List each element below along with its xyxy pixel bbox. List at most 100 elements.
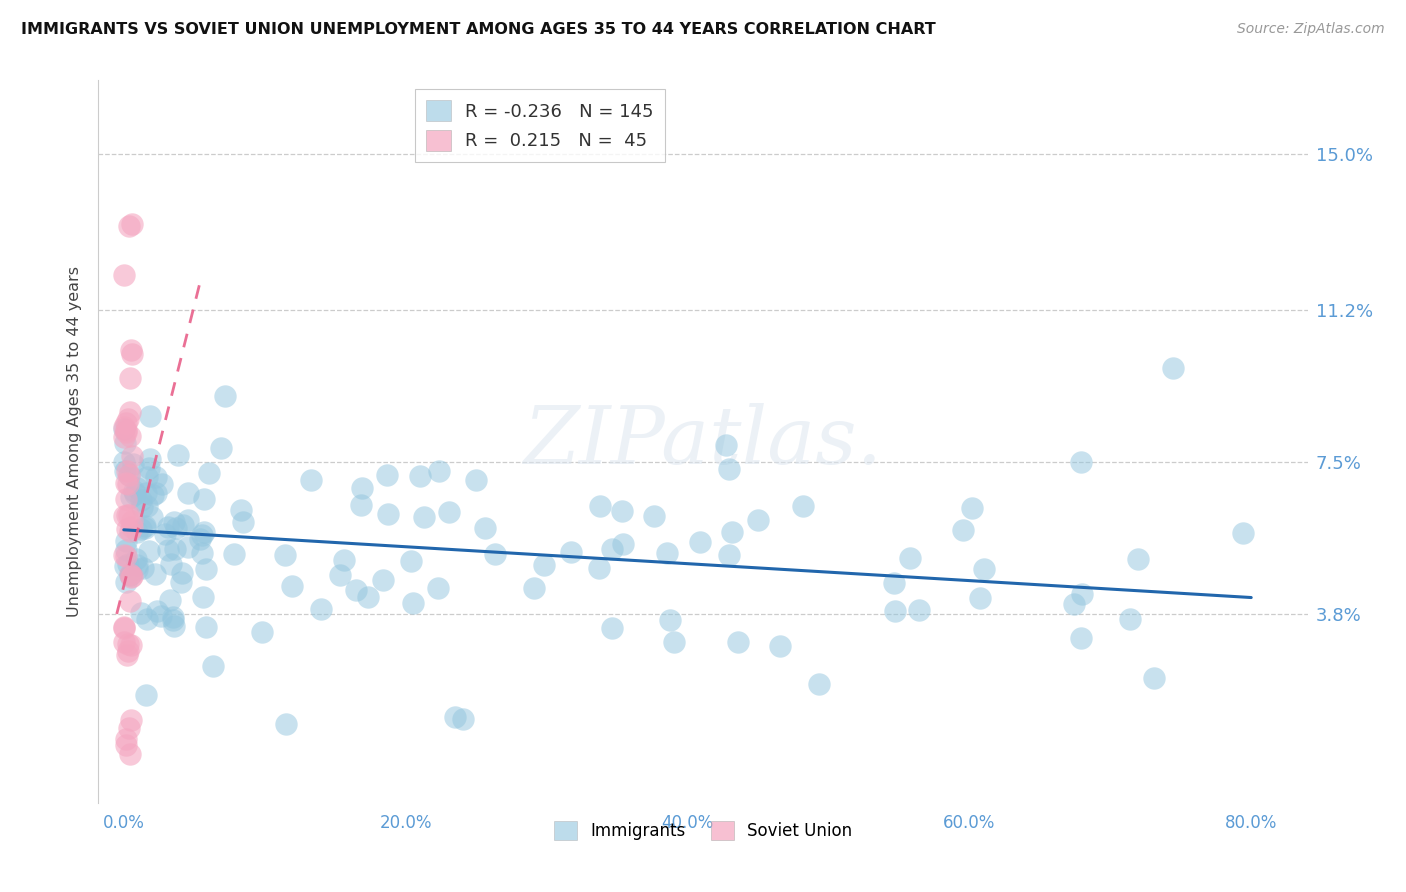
Point	[112, 268, 135, 282]
Point	[412, 510, 434, 524]
Point	[112, 635, 135, 649]
Point	[117, 411, 139, 425]
Point	[166, 448, 188, 462]
Point	[602, 621, 624, 635]
Point	[612, 504, 634, 518]
Point	[792, 499, 814, 513]
Point	[191, 546, 214, 560]
Point	[191, 528, 214, 542]
Point	[124, 487, 146, 501]
Point	[112, 621, 135, 635]
Point	[162, 613, 184, 627]
Point	[883, 604, 905, 618]
Point	[129, 492, 152, 507]
Point	[112, 509, 135, 524]
Point	[973, 562, 995, 576]
Point	[136, 469, 159, 483]
Point	[427, 582, 450, 596]
Point	[898, 550, 921, 565]
Point	[118, 508, 141, 523]
Point	[129, 522, 152, 536]
Point	[427, 464, 450, 478]
Point	[120, 491, 142, 505]
Point	[121, 347, 143, 361]
Point	[560, 545, 582, 559]
Point	[120, 524, 142, 538]
Point	[484, 547, 506, 561]
Point	[138, 544, 160, 558]
Point	[138, 461, 160, 475]
Point	[145, 486, 167, 500]
Point	[112, 422, 135, 436]
Point	[177, 485, 200, 500]
Point	[163, 541, 186, 556]
Point	[115, 464, 138, 478]
Point	[127, 525, 149, 540]
Point	[299, 473, 322, 487]
Point	[329, 567, 352, 582]
Point	[115, 508, 138, 522]
Point	[193, 492, 215, 507]
Point	[195, 620, 218, 634]
Point	[112, 548, 135, 562]
Point	[664, 635, 686, 649]
Point	[121, 520, 143, 534]
Point	[952, 524, 974, 538]
Point	[145, 470, 167, 484]
Point	[808, 677, 831, 691]
Point	[172, 566, 194, 580]
Point	[344, 582, 367, 597]
Point	[714, 438, 737, 452]
Point	[120, 747, 142, 762]
Point	[117, 644, 139, 658]
Point	[115, 534, 138, 549]
Y-axis label: Unemployment Among Ages 35 to 44 years: Unemployment Among Ages 35 to 44 years	[67, 266, 83, 617]
Point	[883, 576, 905, 591]
Point	[125, 558, 148, 573]
Point	[115, 523, 138, 537]
Point	[112, 620, 135, 634]
Point	[114, 465, 136, 479]
Point	[134, 519, 156, 533]
Point	[1143, 671, 1166, 685]
Point	[121, 450, 143, 464]
Point	[115, 738, 138, 752]
Point	[114, 436, 136, 450]
Point	[157, 542, 180, 557]
Point	[718, 461, 741, 475]
Point	[118, 371, 141, 385]
Point	[120, 429, 142, 443]
Point	[612, 537, 634, 551]
Point	[114, 558, 136, 573]
Point	[120, 638, 142, 652]
Point	[163, 619, 186, 633]
Point	[135, 485, 157, 500]
Point	[118, 405, 141, 419]
Point	[908, 602, 931, 616]
Point	[718, 548, 741, 562]
Point	[523, 581, 546, 595]
Point	[163, 515, 186, 529]
Point	[444, 710, 467, 724]
Point	[115, 543, 138, 558]
Point	[333, 553, 356, 567]
Point	[1232, 525, 1254, 540]
Text: IMMIGRANTS VS SOVIET UNION UNEMPLOYMENT AMONG AGES 35 TO 44 YEARS CORRELATION CH: IMMIGRANTS VS SOVIET UNION UNEMPLOYMENT …	[21, 22, 936, 37]
Point	[214, 389, 236, 403]
Point	[150, 477, 173, 491]
Point	[124, 484, 146, 499]
Point	[135, 612, 157, 626]
Point	[172, 518, 194, 533]
Point	[193, 525, 215, 540]
Point	[160, 558, 183, 572]
Point	[464, 473, 486, 487]
Point	[176, 513, 198, 527]
Point	[232, 515, 254, 529]
Text: Source: ZipAtlas.com: Source: ZipAtlas.com	[1237, 22, 1385, 37]
Point	[121, 217, 143, 231]
Point	[960, 500, 983, 515]
Point	[439, 505, 461, 519]
Point	[409, 469, 432, 483]
Point	[1071, 587, 1094, 601]
Point	[143, 567, 166, 582]
